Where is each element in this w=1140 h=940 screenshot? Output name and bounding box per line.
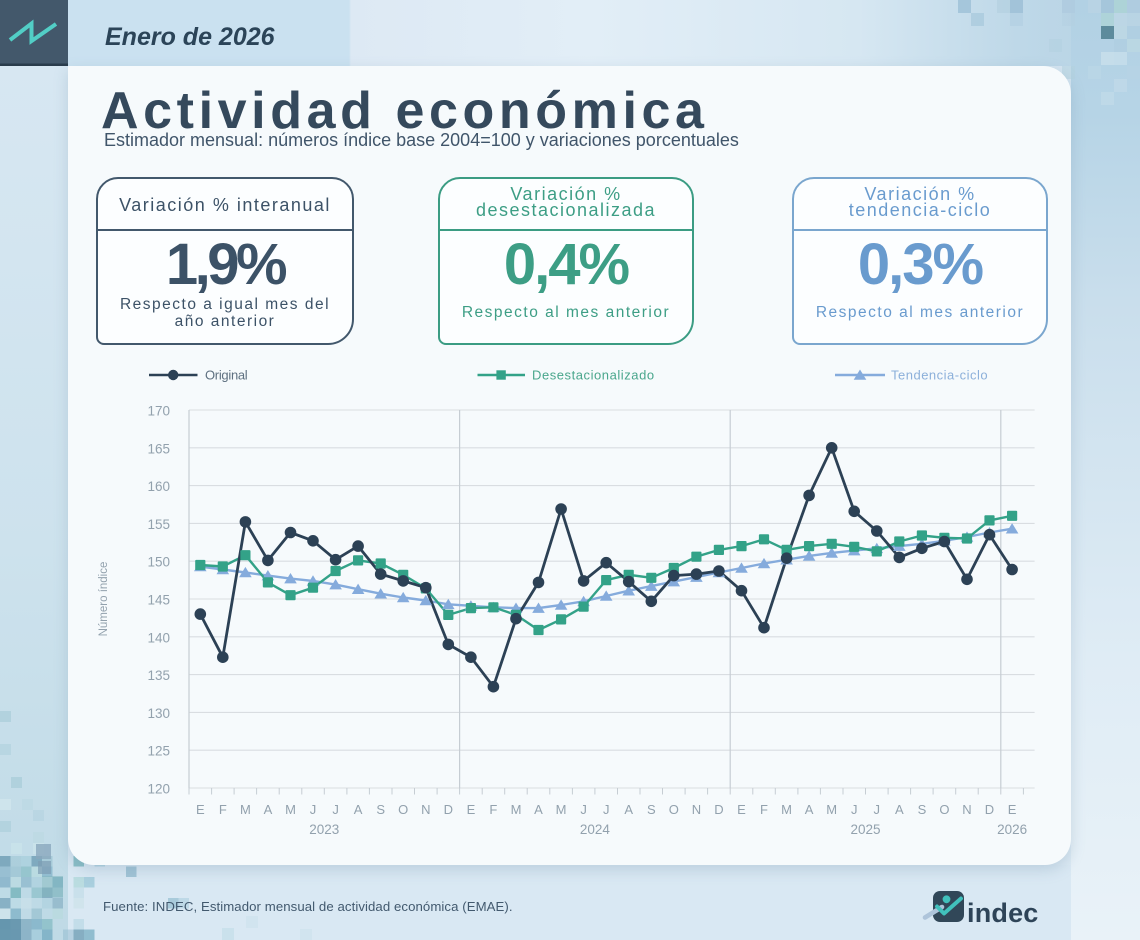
svg-text:S: S <box>918 802 927 817</box>
svg-text:2024: 2024 <box>580 822 611 837</box>
svg-text:M: M <box>511 802 522 817</box>
svg-text:N: N <box>692 802 701 817</box>
svg-text:A: A <box>354 802 363 817</box>
svg-text:J: J <box>603 802 610 817</box>
svg-text:130: 130 <box>147 706 170 721</box>
svg-text:A: A <box>534 802 543 817</box>
svg-text:2025: 2025 <box>850 822 880 837</box>
svg-text:Número índice: Número índice <box>98 562 110 637</box>
svg-text:A: A <box>895 802 904 817</box>
svg-text:135: 135 <box>147 668 170 683</box>
svg-text:E: E <box>196 802 205 817</box>
svg-text:D: D <box>985 802 994 817</box>
svg-text:120: 120 <box>147 782 170 797</box>
svg-text:O: O <box>669 802 679 817</box>
svg-text:165: 165 <box>147 441 170 456</box>
svg-text:2023: 2023 <box>309 822 339 837</box>
svg-text:J: J <box>310 802 317 817</box>
svg-text:S: S <box>376 802 385 817</box>
svg-text:Tendencia-ciclo: Tendencia-ciclo <box>891 368 988 383</box>
svg-text:Original: Original <box>205 368 248 383</box>
svg-text:M: M <box>240 802 251 817</box>
svg-text:S: S <box>647 802 656 817</box>
svg-text:M: M <box>285 802 296 817</box>
svg-text:M: M <box>826 802 837 817</box>
svg-text:150: 150 <box>147 555 170 570</box>
svg-text:F: F <box>760 802 768 817</box>
svg-text:D: D <box>444 802 453 817</box>
svg-text:155: 155 <box>147 517 170 532</box>
svg-text:125: 125 <box>147 744 170 759</box>
svg-text:A: A <box>264 802 273 817</box>
svg-text:2026: 2026 <box>997 822 1027 837</box>
svg-text:E: E <box>467 802 476 817</box>
svg-text:170: 170 <box>147 404 170 419</box>
svg-text:E: E <box>1008 802 1017 817</box>
svg-text:O: O <box>398 802 408 817</box>
svg-text:E: E <box>737 802 746 817</box>
svg-text:Desestacionalizado: Desestacionalizado <box>532 368 655 383</box>
svg-text:D: D <box>714 802 723 817</box>
svg-text:J: J <box>874 802 881 817</box>
svg-text:M: M <box>781 802 792 817</box>
svg-text:A: A <box>624 802 633 817</box>
svg-text:N: N <box>962 802 971 817</box>
svg-text:140: 140 <box>147 630 170 645</box>
svg-text:J: J <box>580 802 587 817</box>
svg-text:F: F <box>489 802 497 817</box>
svg-text:F: F <box>219 802 227 817</box>
svg-text:A: A <box>805 802 814 817</box>
svg-text:160: 160 <box>147 479 170 494</box>
svg-text:N: N <box>421 802 430 817</box>
svg-text:J: J <box>332 802 339 817</box>
svg-text:M: M <box>556 802 567 817</box>
svg-text:145: 145 <box>147 593 170 608</box>
svg-text:J: J <box>851 802 858 817</box>
svg-text:O: O <box>939 802 949 817</box>
